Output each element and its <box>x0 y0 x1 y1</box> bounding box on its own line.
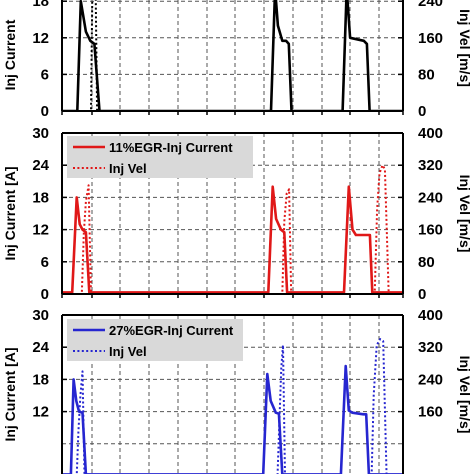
y-right-tick-label: 240 <box>418 189 443 206</box>
legend-box <box>67 319 243 361</box>
y-right-axis-label: Inj Vel [m/s] <box>457 175 473 253</box>
plot-frame <box>61 132 404 295</box>
y-left-tick-label: 18 <box>32 371 49 388</box>
y-left-tick-label: 30 <box>32 125 49 142</box>
plot-frame <box>61 314 404 474</box>
plot-frame <box>61 0 404 112</box>
y-right-tick-label: 320 <box>418 339 443 356</box>
y-left-tick-label: 12 <box>32 404 49 421</box>
legend: 27%EGR-Inj Current Inj Vel <box>67 319 243 361</box>
y-left-tick-label: 6 <box>41 254 49 271</box>
series-group <box>62 0 403 111</box>
y-right-tick-label: 240 <box>418 0 443 10</box>
series-line-inj-vel <box>62 0 403 111</box>
y-left-tick-label: 24 <box>32 157 49 174</box>
y-right-axis-label: Inj Vel [m/s] <box>457 356 473 434</box>
y-left-axis-label: Inj Current <box>2 19 18 90</box>
y-left-tick-label: 6 <box>41 66 49 83</box>
y-left-axis-label: Inj Current [A] <box>2 347 18 441</box>
series-group <box>62 164 403 294</box>
panel-2: 0 6 12 18 24 30 0 80 160 240 320 400 Inj Current [A]… <box>2 125 473 303</box>
y-left-tick-label: 24 <box>32 339 49 356</box>
legend-label: 11%EGR-Inj Current <box>109 140 233 155</box>
y-right-tick-label: 0 <box>418 286 426 303</box>
series-group <box>62 338 403 474</box>
legend-label: Inj Vel <box>109 344 147 359</box>
panel-1: 0 6 12 18 0 80 160 240 Inj Current Inj Vel [m/s] <box>2 0 473 120</box>
legend-box <box>67 136 253 178</box>
y-right-tick-label: 320 <box>418 157 443 174</box>
y-left-tick-label: 18 <box>32 189 49 206</box>
legend-label: Inj Vel <box>109 161 147 176</box>
series-line-inj-vel <box>75 338 388 474</box>
y-left-tick-label: 0 <box>41 103 49 120</box>
y-right-tick-label: 0 <box>418 103 426 120</box>
series-line-inj-current <box>62 364 403 474</box>
y-right-tick-label: 400 <box>418 307 443 324</box>
y-left-tick-label: 18 <box>32 0 49 10</box>
y-right-tick-label: 400 <box>418 125 443 142</box>
y-right-tick-label: 160 <box>418 30 443 47</box>
panel-3: 12 18 24 30 160 240 320 400 Inj Current [A] Inj V… <box>2 307 473 474</box>
legend-label: 27%EGR-Inj Current <box>109 323 234 338</box>
y-right-tick-label: 80 <box>418 254 435 271</box>
y-right-axis-label: Inj Vel [m/s] <box>457 9 473 87</box>
y-left-tick-label: 12 <box>32 30 49 47</box>
y-left-axis-label: Inj Current [A] <box>2 166 18 260</box>
series-line-inj-current <box>62 0 403 111</box>
series-line-inj-current <box>62 185 403 294</box>
grid <box>61 0 403 111</box>
y-left-tick-label: 30 <box>32 307 49 324</box>
series-line-inj-vel <box>62 164 403 294</box>
y-right-tick-label: 80 <box>418 66 435 83</box>
y-left-tick-label: 0 <box>41 286 49 303</box>
y-left-tick-label: 12 <box>32 222 49 239</box>
y-right-tick-label: 240 <box>418 371 443 388</box>
legend: 11%EGR-Inj Current Inj Vel <box>67 136 253 178</box>
y-right-tick-label: 160 <box>418 404 443 421</box>
y-right-tick-label: 160 <box>418 222 443 239</box>
